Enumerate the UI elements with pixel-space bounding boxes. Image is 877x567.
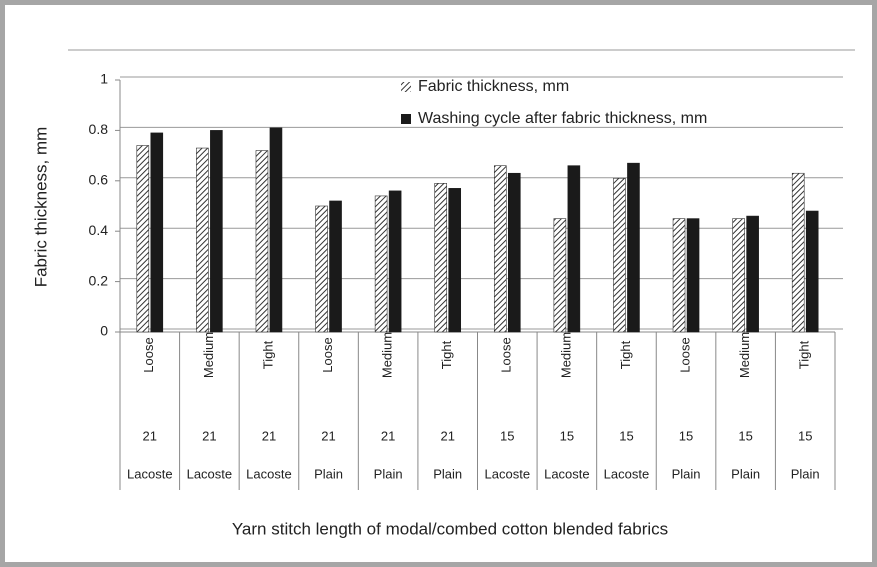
- x-group-label: 15: [679, 428, 693, 443]
- bar: [686, 218, 700, 333]
- x-group-label: Lacoste: [544, 466, 590, 481]
- bar: [150, 132, 164, 333]
- legend-swatch: [401, 114, 411, 124]
- x-tick-label: Tight: [260, 340, 275, 369]
- bar: [434, 183, 448, 333]
- x-axis-title: Yarn stitch length of modal/combed cotto…: [232, 519, 668, 538]
- x-group-label: 21: [262, 428, 276, 443]
- x-group-label: Lacoste: [187, 466, 233, 481]
- x-group-label: Plain: [731, 466, 760, 481]
- x-group-label: 21: [381, 428, 395, 443]
- x-group-label: 21: [202, 428, 216, 443]
- x-group-label: 15: [798, 428, 812, 443]
- x-group-label: 15: [560, 428, 574, 443]
- x-tick-label: Loose: [499, 337, 514, 372]
- bar: [553, 218, 567, 333]
- y-tick-label: 0.4: [89, 222, 109, 238]
- x-group-label: 21: [440, 428, 454, 443]
- x-group-label: Lacoste: [246, 466, 292, 481]
- x-tick-label: Loose: [141, 337, 156, 372]
- x-group-label: Lacoste: [485, 466, 531, 481]
- bar: [732, 218, 745, 333]
- x-group-label: Lacoste: [604, 466, 650, 481]
- x-tick-label: Medium: [380, 332, 395, 378]
- bar: [329, 200, 342, 333]
- bar: [567, 165, 581, 333]
- legend-label: Fabric thickness, mm: [418, 78, 569, 95]
- bar: [493, 165, 507, 333]
- bar: [210, 130, 223, 333]
- x-tick-label: Tight: [618, 340, 633, 369]
- x-tick-label: Medium: [201, 332, 216, 378]
- y-tick-label: 0.2: [89, 272, 109, 288]
- bar: [672, 218, 686, 333]
- legend-label: Washing cycle after fabric thickness, mm: [418, 110, 707, 127]
- bar: [791, 172, 805, 333]
- x-group-label: Plain: [433, 466, 462, 481]
- bar: [627, 162, 640, 333]
- x-tick-label: Loose: [320, 337, 335, 372]
- bar: [315, 205, 328, 333]
- legend-swatch: [401, 82, 411, 92]
- x-group-label: Lacoste: [127, 466, 173, 481]
- x-group-label: Plain: [374, 466, 403, 481]
- chart: Fabric thickness, mm Yarn stitch length …: [31, 49, 855, 538]
- x-tick-label: Medium: [737, 332, 752, 378]
- bar: [507, 172, 521, 333]
- x-tick-label: Loose: [677, 337, 692, 372]
- x-group-label: Plain: [314, 466, 343, 481]
- bar: [196, 147, 209, 333]
- x-group-label: Plain: [791, 466, 820, 481]
- bar: [269, 127, 283, 333]
- y-axis-title: Fabric thickness, mm: [31, 127, 50, 288]
- x-group-label: 15: [500, 428, 514, 443]
- bar: [388, 190, 402, 333]
- x-group-label: 21: [143, 428, 157, 443]
- bar: [613, 177, 626, 333]
- x-group-label: Plain: [672, 466, 701, 481]
- bar: [255, 150, 269, 333]
- x-group-label: 15: [619, 428, 633, 443]
- y-tick-label: 0.6: [89, 172, 109, 188]
- y-tick-label: 0: [100, 323, 108, 339]
- x-group-label: 15: [738, 428, 752, 443]
- y-tick-label: 0.8: [89, 121, 109, 137]
- bar: [374, 195, 388, 333]
- x-tick-label: Tight: [439, 340, 454, 369]
- x-tick-label: Tight: [797, 340, 812, 369]
- x-group-label: 21: [321, 428, 335, 443]
- x-tick-label: Medium: [558, 332, 573, 378]
- bar: [136, 145, 150, 333]
- bar: [805, 210, 819, 333]
- y-tick-label: 1: [100, 71, 108, 87]
- bar: [448, 188, 462, 333]
- bar: [746, 215, 759, 333]
